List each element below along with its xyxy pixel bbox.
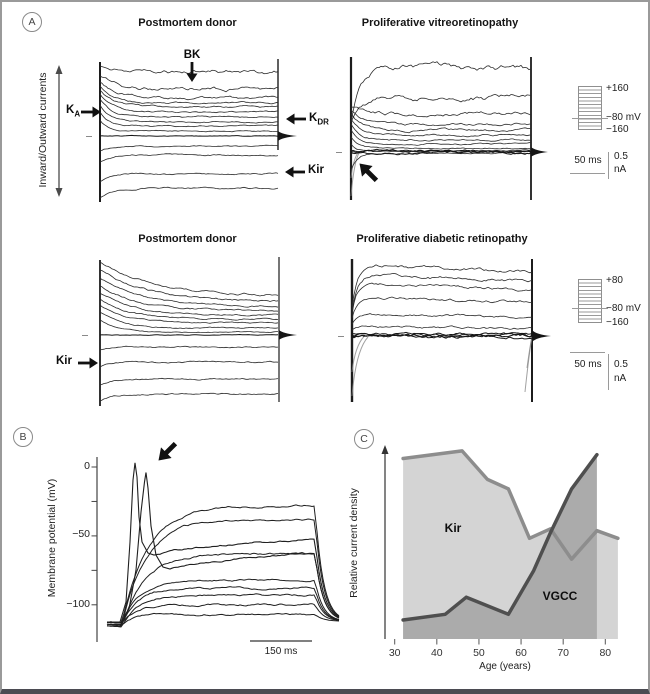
plot-title-pvr: Proliferative vitreoretinopathy bbox=[361, 17, 519, 29]
age-axis-label: Age (years) bbox=[479, 661, 531, 672]
kir-label-top: Kir bbox=[308, 164, 324, 176]
trace-plot-pvr bbox=[349, 57, 548, 200]
plot-title-pdr: Proliferative diabetic retinopathy bbox=[356, 233, 528, 245]
panel-a-label: A bbox=[22, 12, 42, 32]
b-scalebar-line bbox=[250, 640, 312, 642]
protocol-bottom-mid: −80 mV bbox=[606, 303, 641, 314]
zero-line-dash bbox=[338, 336, 344, 337]
inward-outward-double-arrow-icon bbox=[55, 65, 63, 197]
voltage-protocol-top bbox=[578, 86, 602, 130]
bk-label: BK bbox=[183, 49, 201, 61]
svg-text:30: 30 bbox=[389, 647, 401, 659]
kdr-label: KDR bbox=[309, 112, 329, 127]
panel-b-label: B bbox=[13, 427, 33, 447]
protocol-holding-line bbox=[572, 118, 608, 119]
scalebar-time-line-top bbox=[570, 173, 605, 174]
kir-arrow-icon-top bbox=[285, 166, 305, 178]
scalebar-amp-unit-top: nA bbox=[614, 164, 627, 175]
panel-c-label: C bbox=[354, 429, 374, 449]
protocol-bottom-max: +80 bbox=[606, 275, 623, 286]
ka-label: KA bbox=[66, 104, 81, 119]
svg-text:50: 50 bbox=[473, 647, 485, 659]
protocol-top-mid: −80 mV bbox=[606, 112, 641, 123]
plot-title-postmortem-top: Postmortem donor bbox=[138, 17, 237, 29]
protocol-top-max: +160 bbox=[606, 83, 629, 94]
b-ytick-0: 0 bbox=[84, 460, 90, 472]
zero-line-dash bbox=[86, 136, 92, 137]
relative-current-density-axis-label: Relative current density bbox=[348, 488, 360, 598]
bk-arrow-icon bbox=[186, 62, 198, 82]
kir-label-bottom: Kir bbox=[56, 355, 72, 367]
ka-arrow-icon bbox=[81, 106, 101, 118]
kir-area-label: Kir bbox=[444, 521, 462, 535]
protocol-top-min: −160 bbox=[606, 124, 629, 135]
zero-line-dash bbox=[82, 335, 88, 336]
svg-text:60: 60 bbox=[515, 647, 527, 659]
scalebar-amp-value-bottom: 0.5 bbox=[614, 359, 628, 370]
trace-plot-pdr bbox=[350, 259, 551, 402]
zero-line-dash bbox=[336, 152, 342, 153]
scalebar-amp-line-bottom bbox=[608, 354, 609, 390]
trace-plot-postmortem-bottom bbox=[99, 257, 297, 406]
scalebar-time-label-top: 50 ms bbox=[574, 155, 602, 166]
plot-title-postmortem-bottom: Postmortem donor bbox=[138, 233, 237, 245]
scalebar-amp-unit-bottom: nA bbox=[614, 373, 627, 384]
kir-arrow-icon-bottom bbox=[78, 357, 98, 369]
trace-plot-postmortem-top bbox=[99, 59, 297, 202]
scalebar-amp-line-top bbox=[608, 152, 609, 179]
kdr-arrow-icon bbox=[286, 113, 306, 125]
b-ytick-100: −100 bbox=[66, 598, 90, 610]
age-current-density-chart: 30 40 50 60 70 80 bbox=[381, 445, 620, 659]
svg-text:80: 80 bbox=[599, 647, 611, 659]
voltage-protocol-bottom bbox=[578, 279, 602, 323]
vgcc-area-label: VGCC bbox=[542, 589, 578, 603]
protocol-holding-line bbox=[572, 308, 608, 309]
svg-text:70: 70 bbox=[557, 647, 569, 659]
inward-outward-axis-label: Inward/Outward currents bbox=[37, 72, 49, 188]
membrane-potential-plot bbox=[91, 457, 340, 642]
pvr-inward-current-arrow-icon bbox=[359, 163, 379, 183]
scalebar-time-line-bottom bbox=[570, 352, 605, 353]
spike-arrow-icon bbox=[158, 441, 178, 461]
scalebar-amp-value-top: 0.5 bbox=[614, 151, 628, 162]
b-scalebar-label: 150 ms bbox=[264, 646, 298, 657]
svg-text:40: 40 bbox=[431, 647, 443, 659]
scalebar-time-label-bottom: 50 ms bbox=[574, 359, 602, 370]
protocol-bottom-min: −160 bbox=[606, 317, 629, 328]
b-ytick-50: −50 bbox=[72, 528, 90, 540]
